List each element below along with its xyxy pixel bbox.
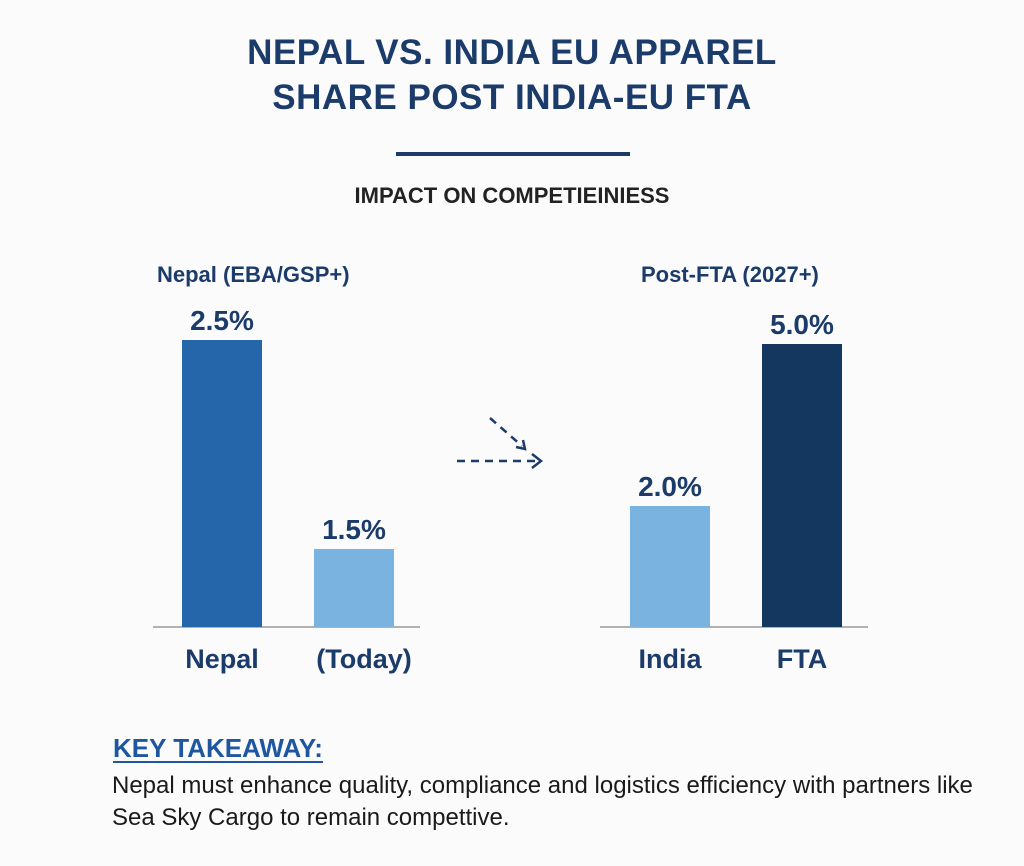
value-label: 1.5% [322, 514, 386, 545]
chart-title: NEPAL VS. INDIA EU APPAREL SHARE POST IN… [0, 30, 1024, 120]
takeaway-heading: KEY TAKEAWAY: [113, 733, 323, 763]
category-label: (Today) [316, 644, 412, 674]
category-label: FTA [777, 644, 827, 674]
chart-subtitle: IMPACT ON COMPETIEINIESS [354, 183, 670, 208]
takeaway-text: Nepal must enhance quality, compliance a… [112, 772, 973, 831]
bar-india [630, 506, 710, 627]
value-label: 2.5% [190, 305, 254, 336]
bar-fta [762, 344, 842, 627]
transition-arrow-icon [457, 417, 544, 469]
group-label-nepal: Nepal (EBA/GSP+) [157, 262, 350, 287]
bar-nepal [182, 340, 262, 627]
category-label: Nepal [185, 644, 259, 674]
bar-today [314, 549, 394, 627]
group-label-post-fta: Post-FTA (2027+) [641, 262, 819, 287]
title-line-2: SHARE POST INDIA-EU FTA [272, 78, 752, 117]
category-label: India [638, 644, 702, 674]
value-label: 2.0% [638, 471, 702, 502]
title-line-1: NEPAL VS. INDIA EU APPAREL [247, 33, 777, 72]
value-label: 5.0% [770, 309, 834, 340]
title-divider [396, 152, 630, 156]
